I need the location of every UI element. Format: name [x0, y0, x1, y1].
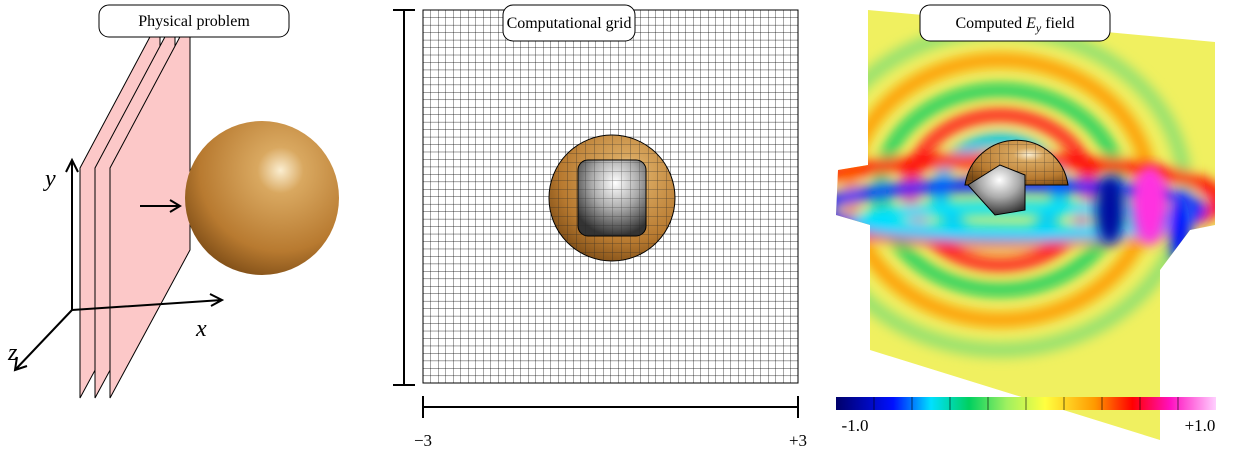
axis-label: z — [7, 340, 18, 366]
range-label: −3 — [414, 431, 432, 450]
range-label: +3 — [789, 431, 807, 450]
axis-label: x — [195, 316, 207, 342]
physical-panel: Physical problem y x z — [7, 5, 339, 398]
colorbar-label: +1.0 — [1185, 416, 1216, 435]
colorbar-label: -1.0 — [842, 416, 869, 435]
axis-label: y — [43, 166, 56, 192]
grid-panel: Computational grid −3 +3 — [393, 5, 807, 450]
panel-title: Physical problem — [138, 13, 250, 30]
title-part: E — [1025, 15, 1036, 32]
title-part: Computed — [955, 15, 1022, 32]
sphere — [185, 121, 339, 275]
figure: Physical problem y x z Computational gri… — [0, 0, 1233, 453]
field-panel: Computed Ey field -1.0 +1.0 — [780, 5, 1230, 445]
title-part: field — [1045, 15, 1074, 32]
panel-title: Computational grid — [507, 15, 632, 32]
